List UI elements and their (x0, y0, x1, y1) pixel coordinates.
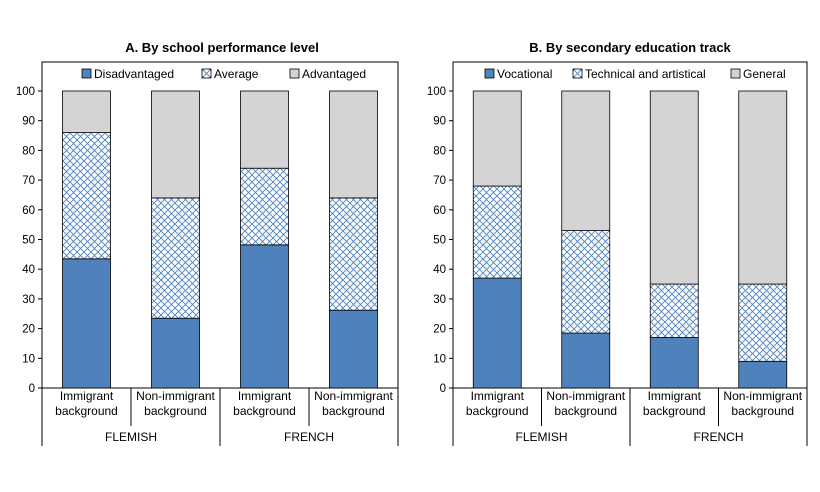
group-label: FRENCH (694, 430, 744, 444)
bar-segment-advantaged (329, 90, 378, 199)
bar-segment-disadvantaged (329, 309, 378, 389)
legend-swatch (730, 68, 741, 79)
category-label: Immigrant (648, 389, 702, 403)
bar-segment-general (738, 90, 788, 285)
bar-segment-disadvantaged (240, 244, 289, 389)
category-label: background (55, 404, 118, 418)
y-tick-label: 20 (22, 324, 35, 336)
legend-label: Vocational (497, 67, 552, 81)
bar-segment-average (240, 167, 289, 246)
category-label: background (554, 404, 617, 418)
bar-segment-technical-and-artistical (472, 185, 522, 279)
panel-b-plot: 0102030405060708090100Immigrantbackgroun… (427, 67, 808, 446)
y-tick-label: 100 (427, 86, 446, 98)
category-label: Non-immigrant (314, 389, 393, 403)
bar-segment-vocational (738, 360, 788, 389)
y-tick-label: 10 (433, 353, 446, 365)
category-label: Immigrant (60, 389, 114, 403)
legend: Vocational Technical and artistical Genera… (484, 67, 786, 81)
category-label: Immigrant (238, 389, 292, 403)
legend-swatch (572, 68, 583, 79)
bar-segment-technical-and-artistical (561, 230, 611, 334)
bar-segment-disadvantaged (62, 258, 111, 389)
bar-segment-disadvantaged (151, 317, 200, 389)
category-label: Immigrant (471, 389, 525, 403)
y-tick-label: 60 (433, 205, 446, 217)
y-tick-label: 0 (440, 383, 446, 395)
bar-segment-vocational (561, 332, 611, 389)
legend-label: Average (214, 67, 259, 81)
bar-segment-general (472, 90, 522, 187)
category-label: Non-immigrant (546, 389, 625, 403)
legend-label: Advantaged (302, 67, 366, 81)
group-label: FLEMISH (105, 430, 157, 444)
bar-segment-technical-and-artistical (738, 283, 788, 362)
y-tick-label: 30 (433, 294, 446, 306)
legend-swatch (289, 68, 300, 79)
y-tick-label: 0 (29, 383, 35, 395)
bar-segment-technical-and-artistical (649, 283, 699, 338)
bar-segment-general (649, 90, 699, 285)
category-label: background (144, 404, 207, 418)
category-label: background (322, 404, 385, 418)
category-label: Non-immigrant (136, 389, 215, 403)
bar-segment-average (151, 197, 200, 319)
category-label: background (731, 404, 794, 418)
panel-a-plot: 0102030405060708090100Immigrantbackgroun… (16, 67, 399, 446)
bar-segment-advantaged (240, 90, 289, 169)
panel-a-title: A. By school performance level (125, 40, 319, 55)
bar-segment-average (329, 197, 378, 311)
category-label: background (466, 404, 529, 418)
legend-label: Technical and artistical (585, 67, 706, 81)
group-label: FRENCH (284, 430, 334, 444)
y-tick-label: 30 (22, 294, 35, 306)
legend-label: Disadvantaged (94, 67, 174, 81)
legend-swatch (201, 68, 212, 79)
bar-segment-average (62, 132, 111, 260)
legend-swatch (484, 68, 495, 79)
y-tick-label: 40 (22, 264, 35, 276)
group-label: FLEMISH (515, 430, 567, 444)
y-tick-label: 70 (433, 175, 446, 187)
bar-segment-advantaged (62, 90, 111, 133)
y-tick-label: 60 (22, 205, 35, 217)
y-tick-label: 50 (433, 235, 446, 247)
bar-segment-general (561, 90, 611, 231)
y-tick-label: 20 (433, 324, 446, 336)
y-tick-label: 40 (433, 264, 446, 276)
y-tick-label: 10 (22, 353, 35, 365)
legend-swatch (81, 68, 92, 79)
category-label: background (643, 404, 706, 418)
category-label: background (233, 404, 296, 418)
bar-segment-advantaged (151, 90, 200, 199)
y-tick-label: 80 (22, 145, 35, 157)
bar-segment-vocational (472, 277, 522, 389)
y-tick-label: 70 (22, 175, 35, 187)
y-tick-label: 90 (22, 116, 35, 128)
category-label: Non-immigrant (723, 389, 802, 403)
legend: Disadvantaged Average Advantaged (81, 67, 366, 81)
y-tick-label: 90 (433, 116, 446, 128)
bar-segment-vocational (649, 337, 699, 389)
y-tick-label: 100 (16, 86, 35, 98)
y-tick-label: 50 (22, 235, 35, 247)
y-tick-label: 80 (433, 145, 446, 157)
panel-b-title: B. By secondary education track (529, 40, 731, 55)
legend-label: General (743, 67, 786, 81)
